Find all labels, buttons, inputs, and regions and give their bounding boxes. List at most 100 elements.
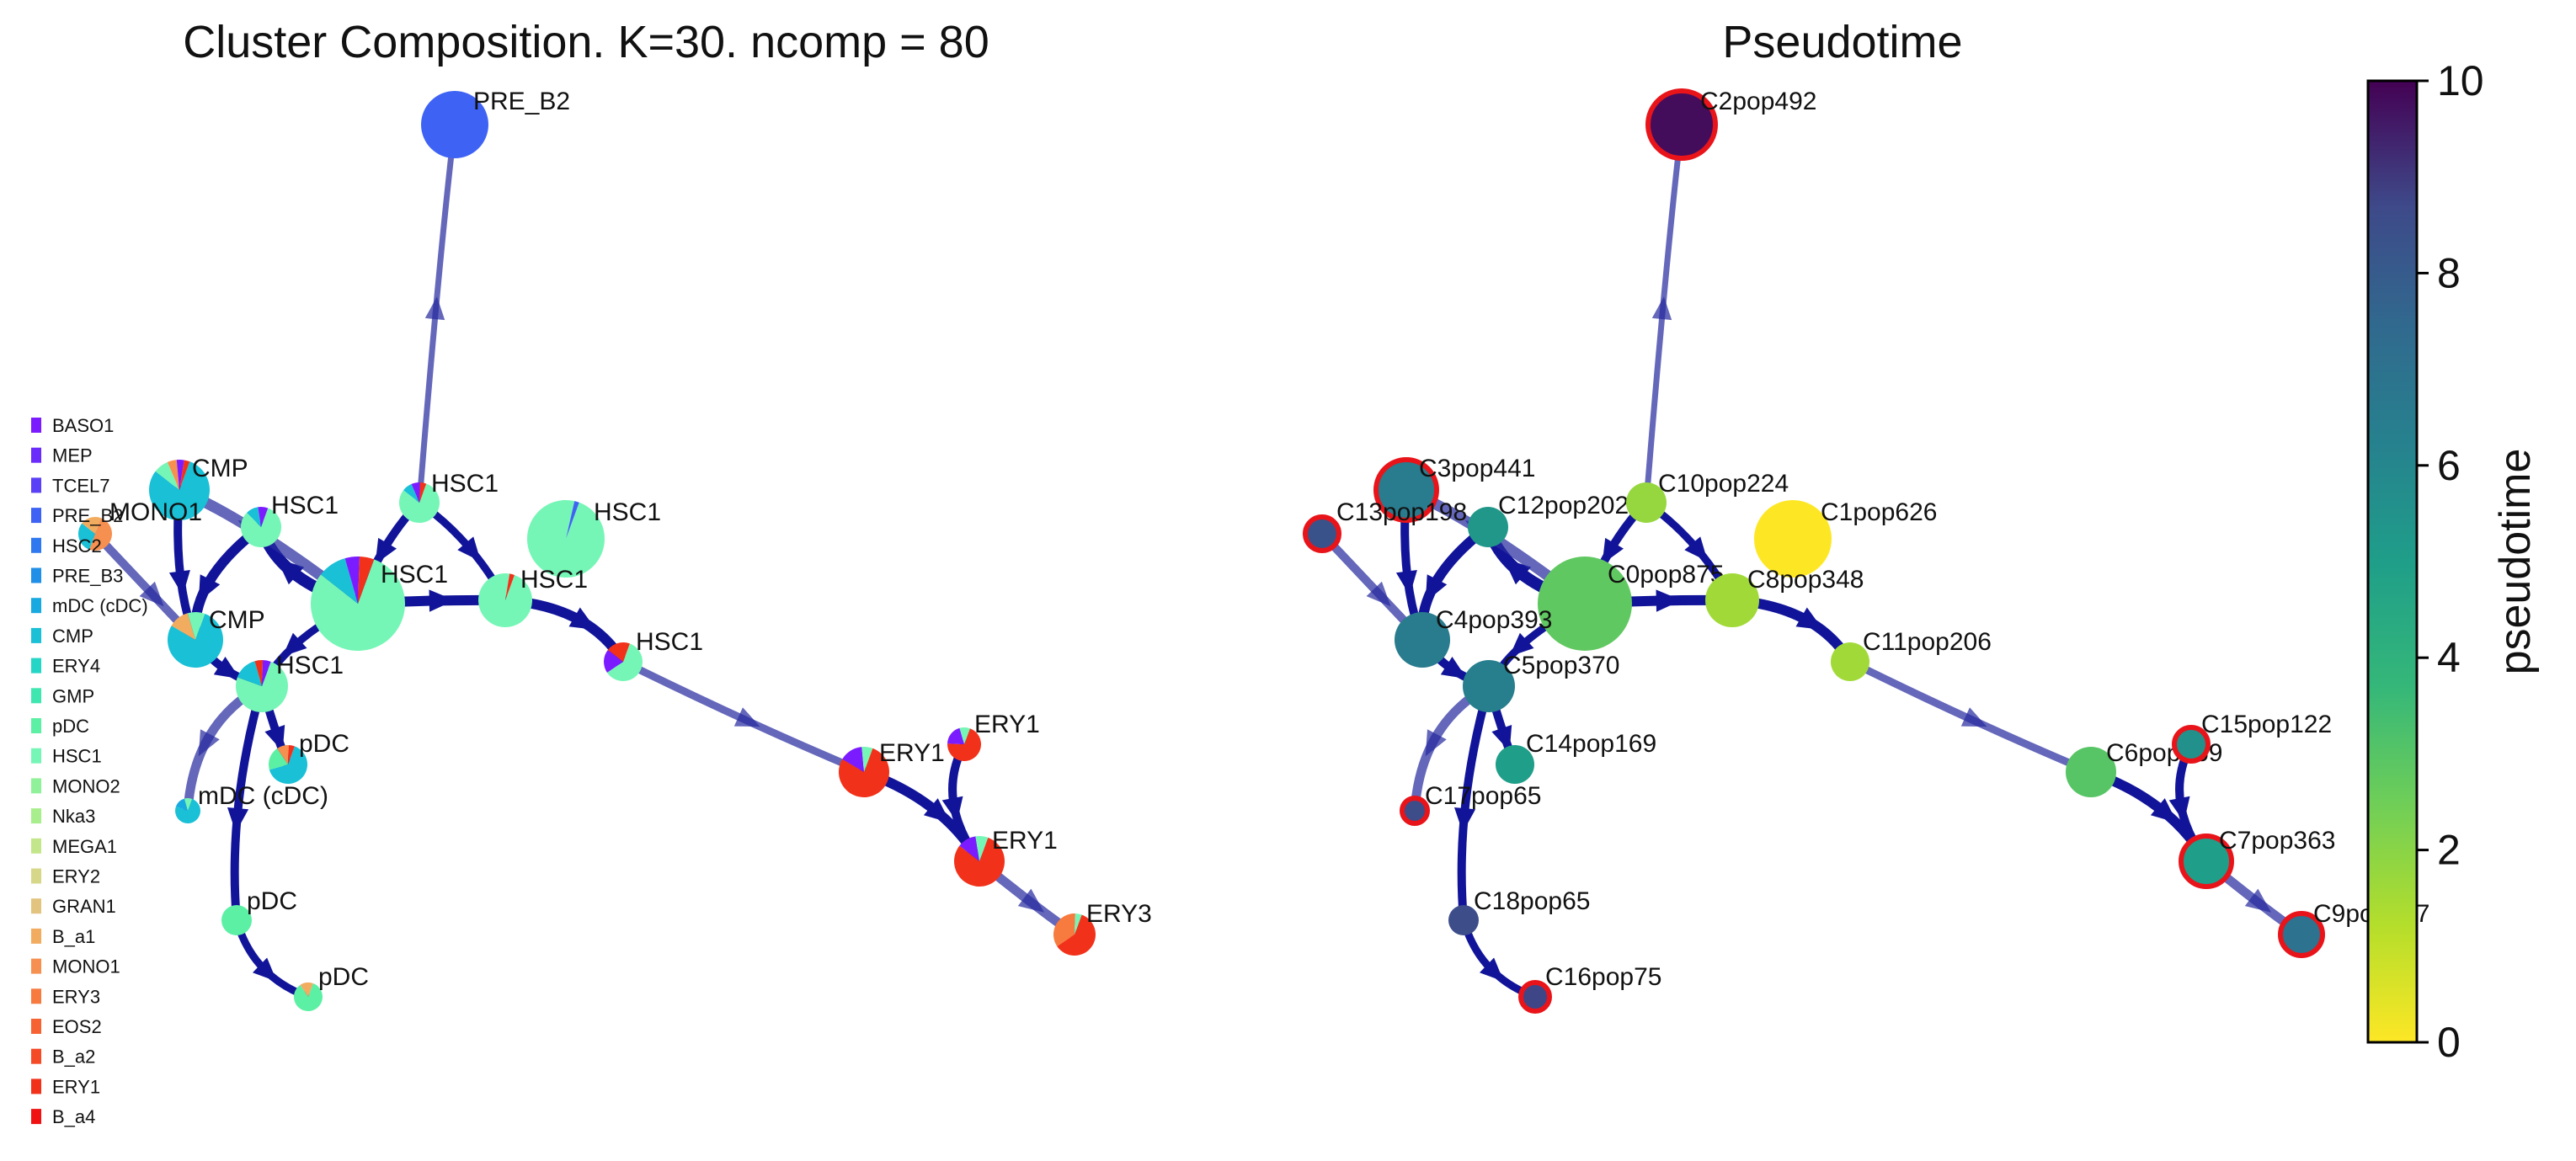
right-edge-arrow	[1795, 607, 1824, 631]
left-edge-n10-n2	[416, 121, 458, 506]
pie-node-label: CMP	[192, 455, 248, 482]
pie-node-label: HSC1	[594, 498, 661, 526]
pie-slice	[1053, 913, 1075, 946]
pseudotime-node-n18: C18pop65	[1448, 887, 1590, 935]
legend-item: MONO2	[31, 775, 120, 796]
legend-item: pDC	[31, 716, 89, 737]
left-edge-arrow	[198, 729, 220, 757]
legend-swatch	[31, 567, 41, 583]
pseudotime-node-n5: C5pop370	[1463, 652, 1619, 712]
legend-item: MEGA1	[31, 836, 117, 857]
pseudotime-node-n17: C17pop65	[1400, 782, 1541, 826]
pseudotime-node-n0: C0pop875	[1538, 557, 1724, 651]
legend-label: TCEL7	[52, 475, 109, 496]
legend-item: PRE_B3	[31, 566, 123, 587]
legend-item: HSC1	[31, 746, 102, 767]
right-edge-arrow	[1454, 807, 1476, 833]
legend-label: HSC1	[52, 746, 102, 767]
right-edge-arrow	[1684, 536, 1708, 562]
left-edge-arrow	[941, 796, 963, 823]
pseudotime-node-n15: C15pop122	[2172, 711, 2332, 764]
pie-node-n0: HSC1	[310, 557, 448, 652]
legend-swatch	[31, 1048, 41, 1064]
legend-swatch	[31, 898, 41, 914]
pie-node-n2: PRE_B2	[421, 88, 570, 158]
pseudotime-node-label: C16pop75	[1545, 963, 1661, 991]
right-edge-arrow	[1651, 296, 1672, 321]
pie-node-n13: MONO1	[77, 498, 202, 551]
pseudotime-node-label: C8pop348	[1747, 566, 1864, 594]
left-edge-arrow	[375, 537, 397, 565]
pseudotime-node-n13: C13pop198	[1303, 498, 1467, 553]
legend-label: B_a2	[52, 1046, 95, 1068]
right-edge-arrow	[1425, 729, 1447, 757]
pie-slice	[77, 523, 95, 550]
legend-swatch	[31, 748, 41, 764]
pseudotime-node-n12: C12pop202	[1468, 492, 1629, 547]
left-edge-arrow	[457, 536, 481, 562]
pie-slice	[237, 661, 262, 686]
pie-slice	[221, 905, 252, 935]
pseudotime-node-circle	[1518, 980, 1552, 1014]
pie-slice	[240, 508, 281, 548]
legend-item: ERY1	[31, 1076, 100, 1097]
pie-slice	[954, 837, 1005, 887]
left-edge-n5-n18	[230, 682, 266, 924]
colorbar-tick-label: 0	[2437, 1019, 2461, 1066]
legend-swatch	[31, 808, 41, 824]
pie-slice	[254, 659, 264, 686]
pie-slice	[358, 557, 375, 604]
pseudotime-node-n7: C7pop363	[2179, 827, 2335, 889]
pseudotime-node-circle	[1395, 612, 1450, 668]
left-edge-arrow	[1017, 888, 1044, 913]
legend-item: PRE_B2	[31, 505, 123, 526]
legend-item: B_a4	[31, 1106, 95, 1127]
pseudotime-node-n1: C1pop626	[1754, 498, 1937, 578]
pie-slice	[184, 798, 193, 811]
pie-node-label: pDC	[318, 963, 369, 991]
left-edge-arrow	[733, 707, 760, 727]
pie-slice	[176, 460, 184, 490]
legend-item: mDC (cDC)	[31, 595, 148, 616]
legend-label: Nka3	[52, 806, 95, 827]
pie-node-n16: pDC	[294, 963, 369, 1012]
right-edge-n10-n2	[1643, 121, 1685, 506]
pie-slice	[300, 983, 313, 997]
pseudotime-node-label: C5pop370	[1503, 652, 1619, 679]
pie-slice	[604, 649, 623, 673]
pie-node-label: HSC1	[520, 566, 588, 594]
legend-swatch	[31, 447, 41, 463]
legend-item: BASO1	[31, 415, 114, 436]
pseudotime-node-label: C11pop206	[1863, 628, 1992, 656]
pie-slice	[269, 748, 288, 770]
pie-slice	[1075, 913, 1082, 935]
pie-slice	[526, 499, 605, 578]
legend-item: GRAN1	[31, 896, 116, 917]
left-edge-arrow	[213, 657, 240, 679]
colorbar-tick-label: 8	[2437, 249, 2461, 296]
left-edge-arrow	[276, 558, 305, 585]
left-node-layer: PRE_B2 CMP MONO1 HSC1 HSC1 HSC1 HSC1 HSC1 CMP HSC…	[77, 88, 1152, 1012]
legend-label: ERY2	[52, 866, 100, 887]
legend-item: HSC2	[31, 535, 102, 557]
pie-slice	[171, 613, 195, 640]
legend-swatch	[31, 868, 41, 884]
pie-slice	[310, 559, 405, 652]
right-edge-arrow	[2244, 888, 2271, 913]
pseudotime-node-label: C4pop393	[1436, 606, 1552, 634]
legend-label: MONO2	[52, 775, 120, 796]
pie-node-n18: pDC	[221, 887, 297, 935]
pie-slice	[320, 558, 358, 604]
pie-node-n5: HSC1	[236, 652, 344, 713]
pie-slice	[403, 483, 419, 503]
pseudotime-node-label: C15pop122	[2201, 711, 2332, 738]
legend-label: GMP	[52, 685, 94, 706]
pseudotime-node-label: C3pop441	[1419, 455, 1535, 482]
legend-label: MEGA1	[52, 836, 117, 857]
legend-swatch	[31, 477, 41, 493]
pie-node-n10: HSC1	[398, 470, 499, 524]
pseudotime-node-n11: C11pop206	[1831, 628, 1992, 681]
legend-label: ERY1	[52, 1076, 100, 1097]
legend-item: MONO1	[31, 956, 120, 977]
pseudotime-node-n10: C10pop224	[1626, 470, 1789, 523]
